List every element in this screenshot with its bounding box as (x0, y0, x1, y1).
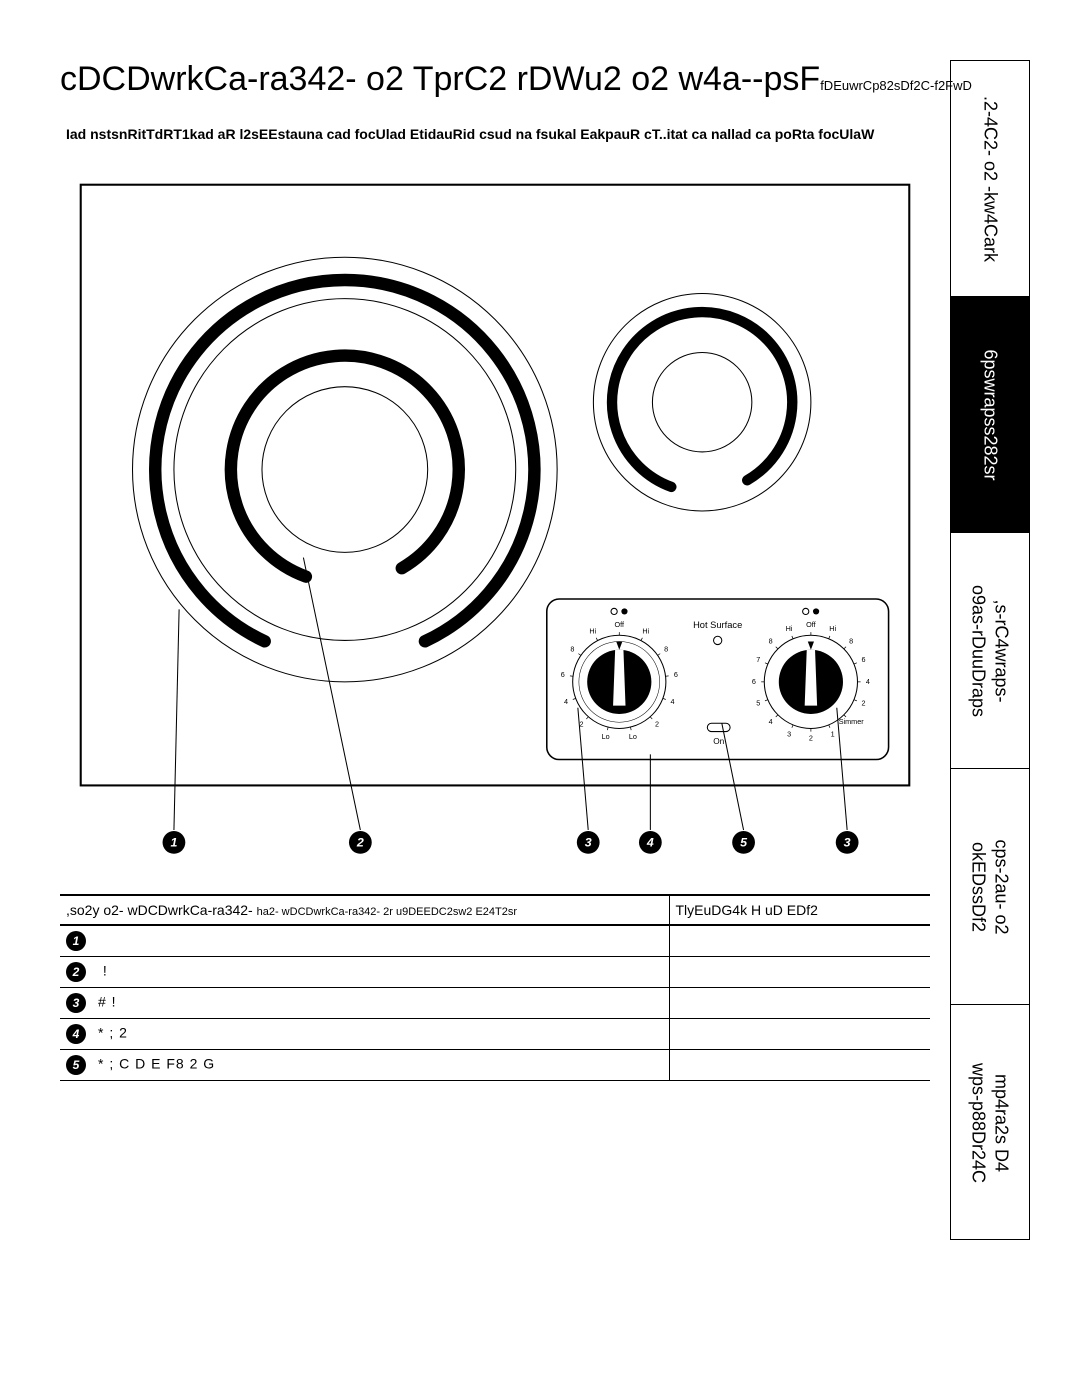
svg-text:Lo: Lo (629, 732, 637, 741)
svg-text:1: 1 (831, 730, 835, 739)
parts-tbody: 1 2 ! 3 # ! 4 * ; 2 5 * ; C D E F8 2 G (60, 925, 930, 1081)
svg-text:4: 4 (866, 677, 870, 686)
row-number-circle: 1 (66, 931, 86, 951)
svg-text:8: 8 (769, 637, 773, 646)
row-desc: # ! (98, 993, 117, 1009)
side-tab[interactable]: .2-4C2- o2 -kw4Cark (951, 61, 1029, 297)
page-title: cDCDwrkCa-ra342- o2 TprC2 rDWu2 o2 w4a--… (60, 60, 930, 99)
row-number-circle: 2 (66, 962, 86, 982)
svg-text:8: 8 (849, 637, 853, 646)
side-tab-label: ,s-rC4wraps-o9as-rDuuDraps (968, 584, 1013, 716)
svg-text:6: 6 (674, 670, 678, 679)
row-cell-ext (669, 987, 930, 1018)
row-number-circle: 5 (66, 1055, 86, 1075)
row-cell-ext (669, 1049, 930, 1080)
svg-text:3: 3 (844, 836, 851, 850)
table-row: 3 # ! (60, 987, 930, 1018)
svg-text:Hot Surface: Hot Surface (693, 620, 742, 630)
svg-text:7: 7 (756, 655, 760, 664)
svg-text:2: 2 (862, 699, 866, 708)
svg-text:4: 4 (769, 717, 773, 726)
row-desc: * ; C D E F8 2 G (98, 1055, 215, 1071)
row-cell-ext (669, 925, 930, 957)
svg-text:4: 4 (671, 697, 675, 706)
table-row: 2 ! (60, 956, 930, 987)
side-tab[interactable]: cps-2au- o2okEDssDf2 (951, 769, 1029, 1005)
side-tab-label: .2-4C2- o2 -kw4Cark (979, 95, 1002, 261)
svg-text:Lo: Lo (602, 732, 610, 741)
svg-text:5: 5 (756, 699, 760, 708)
svg-text:Off: Off (806, 620, 817, 629)
row-cell-ext (669, 1018, 930, 1049)
side-tab[interactable]: ,s-rC4wraps-o9as-rDuuDraps (951, 533, 1029, 769)
svg-text:Hi: Hi (642, 627, 649, 636)
svg-text:3: 3 (585, 836, 592, 850)
svg-text:6: 6 (561, 670, 565, 679)
side-tab-label: cps-2au- o2okEDssDf2 (968, 839, 1013, 934)
side-tabs: .2-4C2- o2 -kw4Cark 6pswrapss282sr ,s-rC4w… (950, 60, 1030, 1240)
svg-text:Off: Off (615, 620, 626, 629)
svg-text:3: 3 (787, 730, 791, 739)
svg-text:8: 8 (664, 645, 668, 654)
th-left-sub: ha2- wDCDwrkCa-ra342- 2r u9DEEDC2sw2 E24… (257, 906, 517, 918)
svg-text:Simmer: Simmer (839, 717, 865, 726)
table-row: 1 (60, 925, 930, 957)
th-left-main: ,so2y o2- wDCDwrkCa-ra342- (66, 902, 253, 918)
intro-text: Iad nstsnRitTdRT1kad aR l2sEEstauna cad … (60, 124, 930, 144)
svg-text:2: 2 (579, 720, 583, 729)
svg-text:5: 5 (740, 836, 748, 850)
row-cell-ext (669, 956, 930, 987)
svg-text:6: 6 (752, 677, 756, 686)
svg-text:2: 2 (655, 720, 659, 729)
svg-text:On: On (713, 737, 724, 746)
svg-text:4: 4 (646, 836, 654, 850)
side-tab[interactable]: 6pswrapss282sr (951, 297, 1029, 533)
row-cell-main: 2 ! (60, 956, 669, 987)
side-tab[interactable]: mp4ra2s D4wps-p88Dr24C (951, 1005, 1029, 1241)
cooktop-diagram: OffHi8642LoLo2468HiOffHi8642Simmer123456… (60, 164, 930, 868)
parts-table: ,so2y o2- wDCDwrkCa-ra342- ha2- wDCDwrkC… (60, 894, 930, 1081)
side-tab-label: 6pswrapss282sr (979, 349, 1002, 480)
svg-text:Hi: Hi (829, 624, 836, 633)
row-cell-main: 4 * ; 2 (60, 1018, 669, 1049)
row-desc: * ; 2 (98, 1024, 128, 1040)
svg-text:Hi: Hi (589, 627, 596, 636)
row-cell-main: 5 * ; C D E F8 2 G (60, 1049, 669, 1080)
svg-text:Hi: Hi (786, 624, 793, 633)
svg-text:4: 4 (564, 697, 568, 706)
svg-text:6: 6 (862, 655, 866, 664)
side-tab-label: mp4ra2s D4wps-p88Dr24C (968, 1063, 1013, 1183)
row-number-circle: 3 (66, 993, 86, 1013)
svg-text:2: 2 (809, 734, 813, 743)
row-cell-main: 1 (60, 925, 669, 957)
row-desc: ! (98, 962, 108, 978)
svg-text:2: 2 (356, 836, 364, 850)
table-row: 4 * ; 2 (60, 1018, 930, 1049)
svg-text:8: 8 (570, 645, 574, 654)
table-header-left: ,so2y o2- wDCDwrkCa-ra342- ha2- wDCDwrkC… (60, 895, 669, 925)
title-main: cDCDwrkCa-ra342- o2 TprC2 rDWu2 o2 w4a--… (60, 60, 820, 98)
table-row: 5 * ; C D E F8 2 G (60, 1049, 930, 1080)
row-cell-main: 3 # ! (60, 987, 669, 1018)
svg-text:1: 1 (170, 836, 177, 850)
table-header-right: TlyEuDG4k H uD EDf2 (669, 895, 930, 925)
row-number-circle: 4 (66, 1024, 86, 1044)
